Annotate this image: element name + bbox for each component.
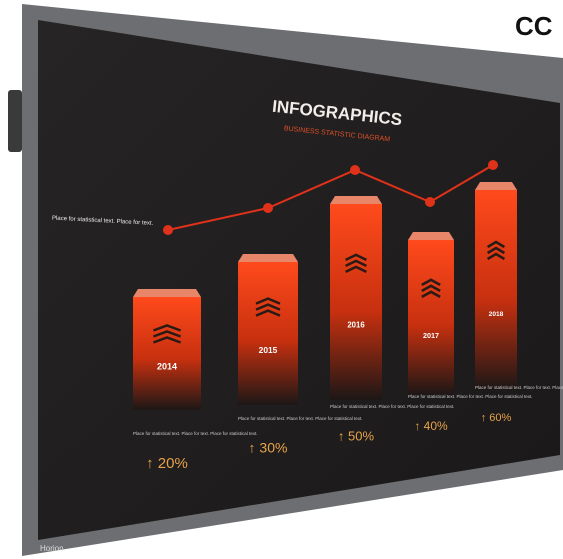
column-cap	[475, 182, 517, 190]
trend-point	[488, 160, 498, 170]
column-bar	[133, 297, 201, 410]
column-growth: ↑ 30%	[249, 440, 288, 456]
column-note: Place for statistical text. Place for te…	[330, 404, 455, 409]
scene: CC Horion INFOGRAPHICS BUSINESS STATISTI…	[0, 0, 563, 559]
column-year: 2018	[489, 311, 504, 318]
column-bar	[330, 204, 382, 400]
column-growth: ↑ 40%	[414, 419, 448, 433]
column-year: 2015	[259, 345, 278, 355]
page: CC Horion INFOGRAPHICS BUSINESS STATISTI…	[0, 0, 563, 559]
column-year: 2014	[157, 361, 177, 371]
corner-text: CC	[515, 11, 553, 41]
column-note: Place for statistical text. Place for te…	[133, 431, 258, 436]
side-handle	[8, 90, 22, 152]
trend-point	[425, 197, 435, 207]
trend-point	[263, 203, 273, 213]
column-growth: ↑ 50%	[338, 428, 375, 443]
column-note: Place for statistical text. Place for te…	[475, 385, 563, 390]
column-cap	[133, 289, 201, 297]
column-year: 2017	[423, 331, 439, 340]
column-growth: ↑ 60%	[481, 412, 512, 424]
column-year: 2016	[347, 321, 365, 330]
brand: Horion	[40, 544, 64, 553]
column-note: Place for statistical text. Place for te…	[238, 416, 363, 421]
column-cap	[238, 254, 298, 262]
column-bar	[408, 240, 454, 395]
trend-point	[163, 225, 173, 235]
column-bar	[238, 262, 298, 405]
column-bar	[475, 190, 517, 390]
column-cap	[330, 196, 382, 204]
trend-point	[350, 165, 360, 175]
column-growth: ↑ 20%	[146, 455, 188, 472]
column-note: Place for statistical text. Place for te…	[408, 394, 533, 399]
column-cap	[408, 232, 454, 240]
